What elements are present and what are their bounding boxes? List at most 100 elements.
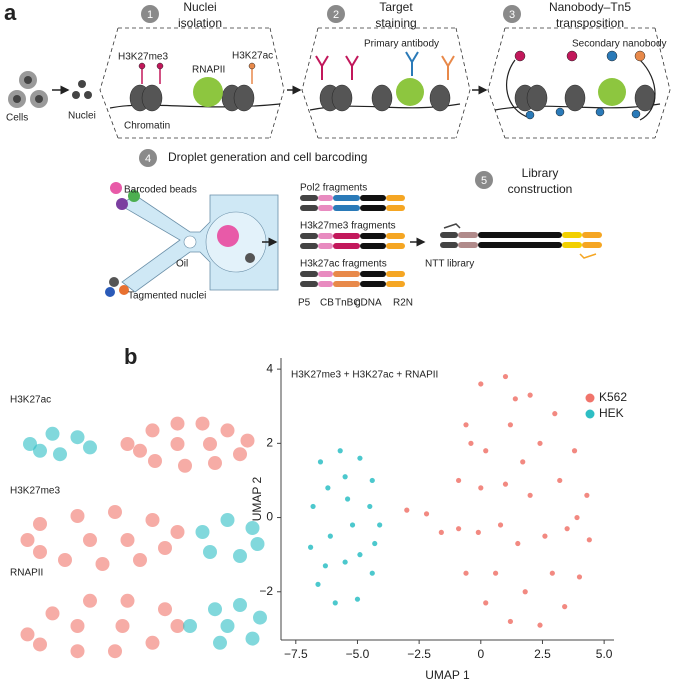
point <box>208 456 222 471</box>
label: H3K27me3 <box>118 52 168 63</box>
point <box>195 416 210 431</box>
fragment-segment <box>333 271 360 277</box>
point <box>537 440 543 446</box>
segment-label: P5 <box>298 298 311 309</box>
y-tick-label: 2 <box>266 436 273 450</box>
x-tick-label: 0 <box>477 647 484 661</box>
point <box>507 618 513 625</box>
chart-title: H3K27me3 + H3K27ac + RNAPII <box>291 370 438 381</box>
step-number: 5 <box>481 175 487 187</box>
point <box>456 526 462 532</box>
point <box>33 637 47 652</box>
step-frames <box>99 27 671 139</box>
point <box>308 544 314 550</box>
point <box>233 549 247 563</box>
fragment-segment <box>318 243 333 249</box>
point <box>475 529 481 535</box>
x-tick-label: −2.5 <box>407 647 431 661</box>
point <box>325 485 331 491</box>
point <box>542 533 548 539</box>
fragment-segment <box>318 233 333 239</box>
step-badge <box>139 149 157 167</box>
fragment-segment <box>360 195 386 201</box>
point <box>327 533 333 539</box>
point <box>423 511 430 517</box>
fragment-segment <box>318 281 333 287</box>
x-tick-label: −7.5 <box>284 647 308 661</box>
point <box>70 509 85 523</box>
point <box>45 426 60 441</box>
chart-title: H3K27ac <box>10 395 51 406</box>
point <box>337 448 343 454</box>
label: RNAPII <box>192 65 225 76</box>
step-badge <box>327 5 345 23</box>
ntt-segment <box>478 242 562 248</box>
point <box>233 598 247 612</box>
point <box>357 455 363 461</box>
x-tick-label: −5.0 <box>346 647 370 661</box>
point <box>478 485 484 491</box>
label: Cells <box>6 113 28 124</box>
point <box>369 570 375 576</box>
point <box>317 459 324 465</box>
fragment-segment <box>318 205 333 211</box>
point <box>203 545 217 559</box>
point <box>584 492 590 498</box>
x-axis-label: UMAP 1 <box>425 668 470 682</box>
point <box>557 477 563 484</box>
point <box>493 570 499 576</box>
point <box>574 514 580 521</box>
point <box>170 525 185 539</box>
fragment-segment <box>333 205 360 211</box>
ntt-segment <box>458 232 478 238</box>
fragment-label: H3k27me3 fragments <box>300 221 396 232</box>
point <box>83 593 97 608</box>
step-title: Library <box>522 166 559 180</box>
point <box>115 619 130 633</box>
step-number: 1 <box>147 9 153 21</box>
ntt-segment <box>562 232 582 238</box>
point <box>220 513 235 527</box>
fragment-segment <box>333 195 360 201</box>
ntt-segment <box>458 242 478 248</box>
legend-marker <box>585 409 595 419</box>
point <box>549 570 555 576</box>
point <box>33 545 47 559</box>
point <box>404 507 410 513</box>
step-title: transposition <box>556 16 624 30</box>
point <box>178 458 192 473</box>
point <box>571 448 578 454</box>
point <box>357 552 363 558</box>
point <box>253 610 267 625</box>
point <box>515 540 521 547</box>
point <box>158 541 172 555</box>
fragment-segment <box>318 195 333 201</box>
x-tick-label: 2.5 <box>534 647 551 661</box>
segment-label: R2N <box>393 298 413 309</box>
point <box>586 537 592 543</box>
y-tick-label: −2 <box>259 584 273 598</box>
y-tick-label: 0 <box>266 510 273 524</box>
fragment-segment <box>360 243 386 249</box>
chromatin <box>109 50 661 121</box>
point <box>322 563 328 569</box>
point <box>522 589 528 595</box>
point <box>208 602 222 617</box>
fragment-segment <box>318 271 333 277</box>
segment-label: TnBC <box>335 298 361 309</box>
point <box>512 396 518 402</box>
label: Secondary nanobody <box>572 39 667 50</box>
y-tick-label: 4 <box>266 361 273 375</box>
legend-label: HEK <box>599 406 624 420</box>
point <box>564 526 570 532</box>
label: Oil <box>176 259 188 270</box>
label: Tagmented nuclei <box>128 291 206 302</box>
point <box>483 600 489 606</box>
point <box>438 529 444 535</box>
point <box>23 437 37 451</box>
fragment-segment <box>333 233 360 239</box>
point <box>120 533 135 547</box>
point <box>108 644 122 659</box>
fragment-segment <box>300 233 318 239</box>
